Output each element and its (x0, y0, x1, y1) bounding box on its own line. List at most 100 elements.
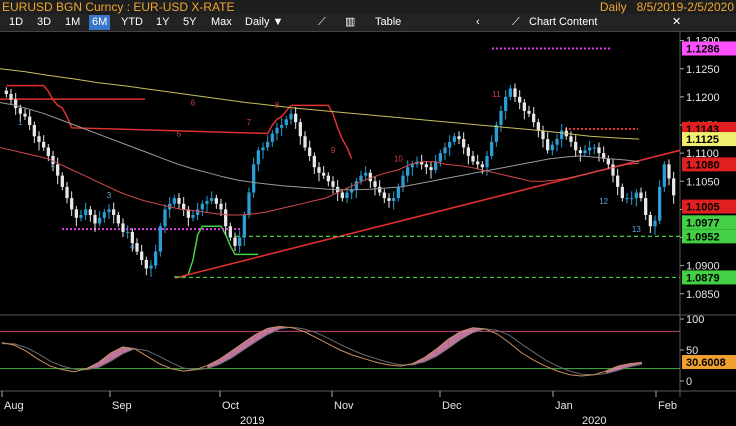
candle-body (28, 116, 32, 125)
candle-body (658, 186, 662, 221)
candle-body (625, 198, 629, 200)
candle-body (541, 130, 545, 140)
candle-body (46, 147, 50, 156)
stoch-fill (243, 334, 256, 350)
stoch-k-line (1, 325, 643, 377)
candle-body (550, 144, 554, 151)
range-1y-button[interactable]: 1Y (156, 16, 170, 28)
month-label: Aug (4, 400, 24, 412)
candle-body (154, 251, 158, 266)
candle-body (620, 186, 624, 199)
td-count-label: 12 (599, 197, 608, 206)
price-axis: 1.08501.09001.09501.10001.10501.11001.11… (680, 36, 736, 301)
candle-body (112, 209, 116, 215)
candle-body (634, 192, 638, 199)
candle-body (196, 209, 200, 215)
stoch-fill (207, 359, 220, 369)
candle-body (289, 113, 293, 120)
range-ytd-button[interactable]: YTD (121, 16, 143, 28)
price-tick-label: 1.1250 (686, 64, 720, 76)
ma-50-line (0, 147, 640, 216)
candle-body (639, 192, 643, 199)
candle-body (79, 215, 83, 218)
candle-body (462, 139, 466, 148)
stochastic-panel: 0 50 100 30.6008 (0, 314, 736, 388)
candle-body (373, 181, 377, 187)
frequency-dropdown[interactable]: Daily ▼ (242, 15, 286, 30)
candle-body (51, 155, 55, 165)
td-count-label: 7 (247, 118, 252, 127)
candle-body (322, 172, 326, 176)
price-tick-label: 1.1100 (686, 148, 719, 160)
candle-body (23, 113, 27, 117)
chevron-left-icon[interactable]: ‹ (476, 16, 480, 28)
range-5y-button[interactable]: 5Y (183, 16, 197, 28)
price-tick-label: 1.0850 (686, 289, 720, 301)
candle-body (98, 217, 102, 224)
candle-body (224, 209, 228, 227)
range-1m-button[interactable]: 1M (65, 16, 81, 28)
candle-body (452, 136, 456, 142)
candle-body (392, 198, 396, 201)
candle-body (219, 203, 223, 210)
candle-body (56, 164, 60, 176)
candle-body (616, 175, 620, 187)
range-1d-button[interactable]: 1D (9, 16, 24, 28)
candle-body (569, 136, 573, 142)
range-6m-button[interactable]: 6M (89, 15, 111, 30)
td-count-label: 3 (107, 191, 112, 200)
candle-body (294, 113, 298, 123)
candle-body (457, 136, 461, 140)
candle-body (256, 150, 260, 165)
moving-averages (0, 68, 640, 216)
table-button[interactable]: Table (375, 16, 402, 28)
year-label: 2020 (582, 415, 606, 426)
candle-body (126, 231, 130, 233)
candle-body (560, 130, 564, 140)
range-max-button[interactable]: Max (211, 16, 232, 28)
candle-body (602, 153, 606, 159)
candle-body (4, 90, 8, 95)
td-count-label: 4 (130, 242, 135, 251)
candle-body (182, 203, 186, 210)
candle-body (177, 198, 181, 204)
candle-body (116, 215, 120, 224)
add-icon[interactable]: ✕ (672, 16, 682, 28)
candle-body (266, 141, 270, 148)
candle-body (387, 198, 391, 201)
bar-chart-icon[interactable]: ▥ (345, 16, 356, 28)
stoch-fill (448, 331, 461, 349)
chart-content-button[interactable]: Chart Content (529, 16, 598, 28)
gridlines (0, 31, 736, 397)
price-label-box (682, 157, 736, 172)
candle-body (480, 164, 484, 168)
candle-body (107, 209, 111, 213)
candle-body (378, 186, 382, 193)
candle-body (522, 102, 526, 111)
candle-body (191, 215, 195, 218)
stoch-fill (231, 342, 244, 359)
candle-body (163, 209, 167, 227)
candles (4, 83, 676, 277)
stoch-tick-label: 50 (686, 345, 698, 357)
candle-body (420, 161, 424, 165)
candle-body (74, 209, 78, 218)
stoch-d-line (2, 326, 643, 376)
candle-body (578, 150, 582, 154)
line-chart-icon[interactable]: ⟋ (318, 16, 326, 28)
candle-body (606, 158, 610, 165)
stoch-fill (605, 366, 618, 374)
candle-body (485, 155, 489, 168)
chart-settings-icon[interactable]: ⟋ (512, 16, 520, 28)
toolbar: 1D 3D 1M 6M YTD 1Y 5Y Max Daily ▼ ⟋ ▥ Ta… (0, 14, 736, 32)
candle-body (592, 147, 596, 149)
header-right: Daily 8/5/2019-2/5/2020 (600, 0, 734, 14)
date-range: 8/5/2019-2/5/2020 (636, 0, 734, 14)
candle-body (499, 110, 503, 125)
candle-body (312, 155, 316, 168)
candle-body (9, 94, 13, 100)
td-count-label: 8 (275, 101, 280, 110)
range-3d-button[interactable]: 3D (37, 16, 52, 28)
